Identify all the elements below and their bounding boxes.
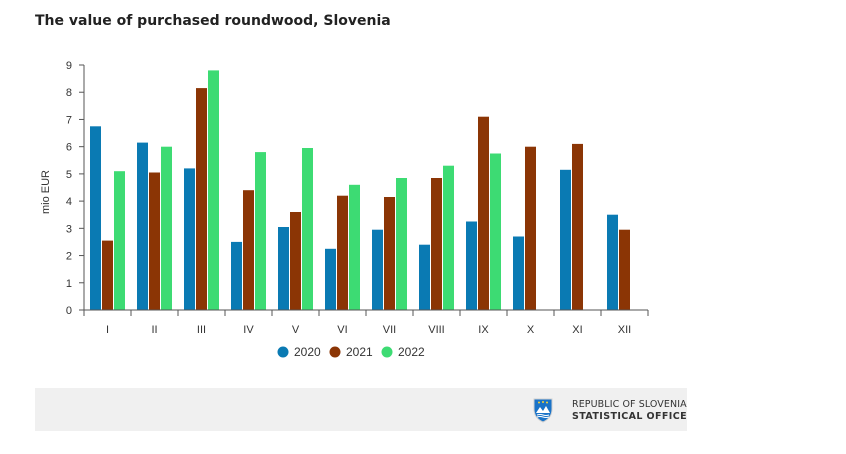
bar-2021-VII[interactable]	[384, 197, 395, 310]
bar-2020-VI[interactable]	[325, 248, 336, 311]
bar-2022-IV[interactable]	[255, 152, 266, 310]
bar-2022-III[interactable]	[208, 70, 219, 311]
bar-2020-I[interactable]	[90, 126, 101, 311]
bar-2021-II[interactable]	[149, 172, 160, 311]
bar-2022-VII[interactable]	[396, 178, 407, 310]
slovenia-coat-of-arms-icon	[533, 398, 553, 423]
y-tick-label: 7	[66, 114, 72, 126]
x-tick-label: II	[151, 324, 157, 336]
bar-2022-V[interactable]	[302, 148, 313, 310]
bar-2022-IX[interactable]	[490, 153, 501, 311]
x-tick-label: VIII	[428, 324, 445, 336]
bar-2021-XII[interactable]	[619, 229, 630, 310]
bar-2021-VIII[interactable]	[431, 178, 442, 310]
bar-2021-VI[interactable]	[337, 195, 348, 310]
chart-title: The value of purchased roundwood, Sloven…	[35, 13, 391, 29]
legend[interactable]: 2020 2021 2022	[277, 345, 426, 359]
statistical-office-logo-text: REPUBLIC OF SLOVENIA STATISTICAL OFFICE	[572, 399, 687, 423]
x-tick-label: XII	[618, 324, 631, 336]
bar-2022-VIII[interactable]	[443, 165, 454, 310]
bar-2022-VI[interactable]	[349, 184, 360, 310]
y-axis-label: mio EUR	[40, 170, 52, 214]
y-tick-label: 9	[66, 60, 72, 72]
x-tick-label: IV	[243, 324, 254, 336]
y-axis-label-group: mio EUR	[40, 170, 52, 214]
bar-2021-V[interactable]	[290, 212, 301, 310]
bar-2020-IV[interactable]	[231, 241, 242, 310]
x-tick-label: III	[197, 324, 206, 336]
bar-2020-III[interactable]	[184, 168, 195, 310]
bar-2021-III[interactable]	[196, 88, 207, 310]
bar-2020-VIII[interactable]	[419, 244, 430, 310]
x-tick-label: VII	[383, 324, 396, 336]
x-tick-label: I	[106, 324, 109, 336]
bar-2020-X[interactable]	[513, 236, 524, 311]
x-tick-label: VI	[337, 324, 347, 336]
y-tick-label: 5	[66, 169, 72, 181]
bar-2021-X[interactable]	[525, 146, 536, 310]
bar-2021-IX[interactable]	[478, 116, 489, 310]
bar-2022-I[interactable]	[114, 171, 125, 310]
bar-2020-XII[interactable]	[607, 214, 618, 310]
bar-2020-VII[interactable]	[372, 229, 383, 310]
y-tick-label: 3	[66, 223, 72, 235]
bar-2020-XI[interactable]	[560, 169, 571, 310]
bars-group	[90, 70, 630, 311]
y-tick-label: 4	[66, 196, 72, 208]
bar-2021-IV[interactable]	[243, 190, 254, 310]
logo-line-1: REPUBLIC OF SLOVENIA	[572, 399, 687, 410]
x-axis: I II III IV V VI VII VIII IX X XI XII	[83, 309, 649, 336]
bar-2021-I[interactable]	[102, 240, 113, 310]
bar-2021-XI[interactable]	[572, 143, 583, 310]
y-axis: 0 1 2 3 4 5 6 7 8 9	[66, 60, 85, 317]
y-tick-label: 2	[66, 251, 72, 263]
x-tick-label: V	[292, 324, 300, 336]
y-tick-label: 8	[66, 87, 72, 99]
bar-2020-II[interactable]	[137, 142, 148, 310]
x-tick-label: X	[527, 324, 535, 336]
legend-label-2021[interactable]: 2021	[346, 345, 373, 359]
legend-label-2022[interactable]: 2022	[398, 345, 425, 359]
legend-marker-2022[interactable]	[381, 346, 393, 358]
footer-bar	[35, 388, 687, 431]
bar-2020-IX[interactable]	[466, 221, 477, 311]
logo-line-2: STATISTICAL OFFICE	[572, 411, 688, 422]
legend-label-2020[interactable]: 2020	[294, 345, 321, 359]
x-tick-label: XI	[572, 324, 582, 336]
legend-marker-2020[interactable]	[277, 346, 289, 358]
y-tick-label: 0	[66, 305, 72, 317]
bar-2020-V[interactable]	[278, 227, 289, 310]
y-tick-label: 6	[66, 142, 72, 154]
legend-marker-2021[interactable]	[329, 346, 341, 358]
y-tick-label: 1	[66, 278, 72, 290]
x-tick-label: IX	[478, 324, 489, 336]
bar-2022-II[interactable]	[161, 146, 172, 310]
